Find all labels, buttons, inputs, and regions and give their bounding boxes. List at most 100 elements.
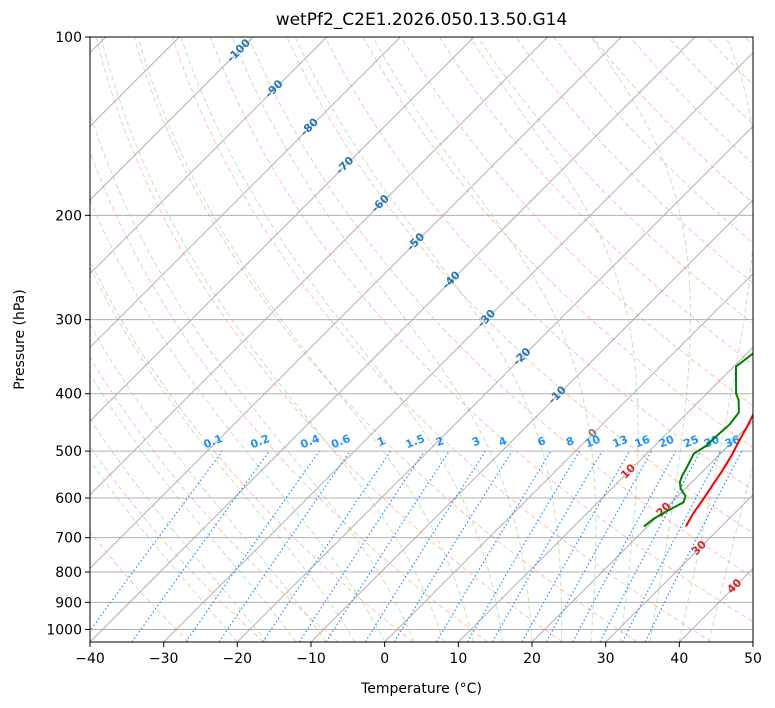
- isotherm-line: [90, 37, 622, 570]
- moist-adiabat: [90, 418, 268, 642]
- moist-adiabats: [90, 37, 753, 642]
- moist-adiabat: [137, 37, 474, 642]
- mixing-ratio-line: [572, 450, 677, 642]
- dry-adiabat: [90, 531, 190, 642]
- dry-adiabat: [90, 445, 264, 642]
- x-tick-label: −30: [149, 651, 179, 667]
- moist-adiabat: [90, 373, 297, 642]
- isotherm-line: [90, 37, 254, 201]
- y-tick-label: 600: [55, 491, 82, 507]
- isotherm-line: [90, 37, 328, 275]
- x-tick-label: −10: [296, 651, 326, 667]
- mixing-ratio-label: 2: [434, 434, 446, 449]
- x-tick-label: 0: [380, 651, 389, 667]
- moist-adiabat: [90, 266, 356, 642]
- dry-adiabat: [90, 356, 339, 642]
- dry-adiabat: [515, 37, 753, 284]
- dry-adiabat: [171, 37, 712, 642]
- x-tick-label: 50: [744, 651, 762, 667]
- isotherm-line: [90, 37, 696, 642]
- moist-adiabat: [372, 37, 597, 642]
- mixing-ratio-line: [545, 450, 653, 642]
- x-axis-label: Temperature (°C): [360, 681, 482, 697]
- mixing-ratio-line: [491, 450, 603, 642]
- y-tick-label: 100: [55, 30, 82, 46]
- y-axis-ticks: 100 200 300 400 500 600 700 800 900 1000: [46, 30, 90, 638]
- y-tick-label: 1000: [46, 622, 82, 638]
- isotherm-line: [90, 37, 549, 496]
- mixing-ratio-label: 13: [611, 433, 630, 451]
- isotherm-line: [236, 125, 753, 642]
- y-tick-label: 400: [55, 387, 82, 403]
- mixing-ratio-line: [435, 450, 552, 642]
- profiles: [643, 352, 753, 528]
- mixing-ratio-label: 25: [682, 433, 701, 451]
- mixing-ratio-line: [325, 450, 450, 642]
- isotherm-line: [90, 37, 401, 349]
- isotherm-line: [163, 51, 753, 642]
- chart-title: wetPf2_C2E1.2026.050.13.50.G14: [276, 10, 568, 30]
- mixing-ratio-line: [599, 450, 702, 642]
- x-tick-label: −20: [223, 651, 253, 667]
- mixing-ratio-line: [218, 450, 351, 642]
- dry-adiabat: [248, 37, 753, 578]
- mixing-ratio-line: [90, 450, 223, 632]
- moist-adiabat: [100, 37, 445, 642]
- isotherm-line: [605, 493, 753, 642]
- dry-adiabat: [95, 37, 563, 642]
- mixing-ratio-label: 10: [583, 433, 602, 451]
- mixing-ratio-label: 20: [657, 433, 676, 451]
- moist-adiabat: [678, 37, 753, 642]
- dry-adiabats: [90, 37, 753, 642]
- moist-adiabat: [708, 464, 753, 642]
- dry-adiabat: [90, 259, 414, 642]
- y-tick-label: 300: [55, 313, 82, 329]
- isotherm-line: [384, 272, 753, 642]
- moist-adiabat: [231, 37, 533, 642]
- mixing-ratio-label: 3: [470, 434, 482, 449]
- mixing-ratio-line: [644, 450, 743, 642]
- y-axis-label: Pressure (hPa): [12, 289, 28, 389]
- temperature-line: [685, 412, 753, 527]
- mixing-ratio-line: [131, 450, 270, 642]
- mixing-ratio-label: 1: [375, 434, 387, 449]
- gridlines: [90, 37, 753, 642]
- y-tick-label: 700: [55, 531, 82, 547]
- moist-adiabat: [90, 459, 238, 642]
- dry-adiabat: [438, 37, 753, 366]
- mixing-ratio-line: [185, 450, 320, 642]
- moist-adiabat: [90, 198, 386, 642]
- moist-adiabat: [294, 37, 563, 642]
- moist-adiabat: [590, 37, 691, 642]
- mixing-ratio-line: [621, 450, 722, 642]
- dry-adiabat: [210, 37, 753, 623]
- x-tick-label: −40: [75, 651, 105, 667]
- moist-adiabat: [180, 37, 503, 642]
- isotherm-line: [457, 346, 753, 642]
- x-tick-label: 40: [670, 651, 688, 667]
- plot-frame: [89, 36, 754, 643]
- mixing-ratio-line: [298, 450, 425, 642]
- plot-area: -100-90-80-70-60-50-40-30-20-10010203040…: [90, 37, 753, 642]
- dry-adiabat: [400, 37, 753, 407]
- isotherm-line: [531, 420, 753, 642]
- dry-adiabat: [90, 150, 488, 642]
- dry-adiabat: [133, 37, 638, 642]
- y-tick-label: 200: [55, 208, 82, 224]
- x-tick-label: 30: [597, 651, 615, 667]
- mixing-ratio-label: 16: [633, 433, 652, 451]
- moist-adiabat: [469, 37, 639, 642]
- y-tick-label: 800: [55, 565, 82, 581]
- mixing-ratio-line: [466, 450, 580, 642]
- y-tick-label: 500: [55, 444, 82, 460]
- x-tick-label: 20: [523, 651, 541, 667]
- mixing-ratio-label: 8: [564, 434, 576, 449]
- isotherm-line: [310, 199, 753, 642]
- isotherm-line: [90, 37, 475, 422]
- moist-adiabat: [90, 323, 327, 642]
- y-tick-label: 900: [55, 595, 82, 611]
- dewpoint-line: [643, 352, 753, 528]
- x-tick-label: 10: [449, 651, 467, 667]
